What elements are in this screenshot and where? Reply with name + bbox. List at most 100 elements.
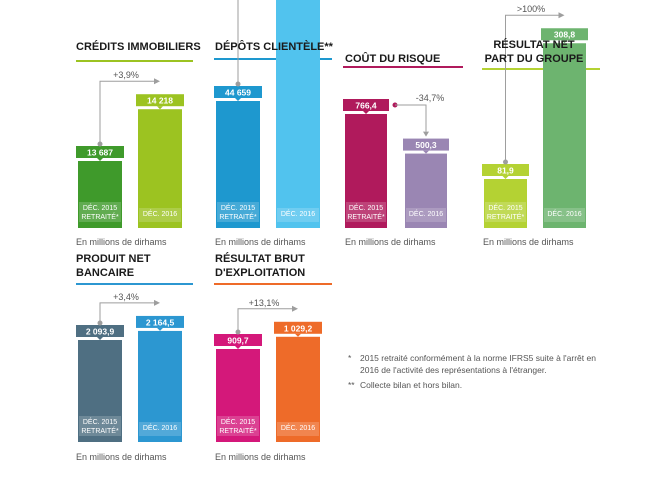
category-label-box	[485, 202, 526, 222]
connector-dot	[97, 141, 103, 147]
panel-title-resultat-net: RÉSULTAT NET PART DU GROUPE	[484, 39, 584, 65]
bar	[345, 114, 387, 228]
change-label: >100%	[517, 4, 545, 14]
tick-label: DÉC. 2016	[547, 209, 581, 218]
connector-dot	[235, 81, 241, 87]
bar	[484, 179, 527, 228]
category-label-box	[406, 208, 446, 222]
unit-label-rbe: En millions de dirhams	[215, 452, 306, 462]
value-label-box	[76, 146, 124, 158]
tick-label: DÉC. 2016	[281, 209, 315, 218]
connector-arrow	[423, 131, 429, 137]
connector-dot	[503, 159, 508, 165]
footnote-1: * 2015 retraité conformément à la norme …	[348, 352, 613, 376]
unit-label-depots: En millions de dirhams	[215, 237, 306, 247]
bar	[138, 109, 182, 228]
bar	[405, 153, 447, 228]
data-label: 14 218	[147, 96, 173, 106]
value-label-pointer	[295, 333, 301, 337]
footnotes: * 2015 retraité conformément à la norme …	[348, 352, 613, 391]
value-label-box	[214, 86, 262, 98]
value-label-box	[76, 325, 124, 337]
connector-line	[99, 80, 154, 142]
bar	[216, 101, 260, 228]
category-label-box	[277, 422, 319, 436]
panel-underline	[76, 60, 193, 62]
connector-arrow	[154, 78, 160, 85]
category-label-box	[217, 416, 259, 436]
change-label: +13,1%	[249, 298, 280, 308]
panel-title-depots: DÉPÔTS CLIENTÈLE**	[215, 41, 333, 53]
data-label: 2 093,9	[86, 327, 115, 337]
category-label-box	[346, 202, 386, 222]
panel-underline	[214, 58, 332, 60]
footnote-text: 2015 retraité conformément à la norme IF…	[360, 353, 596, 375]
tick-label: RETRAITÉ*	[487, 212, 525, 221]
tick-label: DÉC. 2016	[409, 209, 443, 218]
value-label-box	[214, 334, 262, 346]
value-label-pointer	[235, 98, 241, 101]
value-label-pointer	[97, 337, 103, 340]
value-label-pointer	[363, 111, 369, 114]
tick-label: RETRAITÉ*	[219, 212, 257, 221]
data-label: 13 687	[87, 148, 113, 158]
value-label-box	[541, 28, 588, 41]
value-label-box	[403, 138, 449, 151]
value-label-pointer	[157, 327, 163, 331]
tick-label: DÉC. 2016	[143, 423, 177, 432]
data-label: 44 659	[225, 88, 251, 98]
bar	[276, 0, 320, 229]
value-label-pointer	[157, 106, 163, 110]
connector-arrow	[558, 12, 565, 19]
value-label-pointer	[502, 176, 509, 179]
connector-line	[505, 14, 559, 160]
category-label-box	[217, 202, 259, 222]
tick-label: DÉC. 2016	[143, 209, 177, 218]
change-label: +3,9%	[113, 70, 139, 80]
bar	[138, 330, 182, 442]
data-label: 308,8	[554, 30, 576, 40]
footnote-text: Collecte bilan et hors bilan.	[360, 380, 463, 390]
category-label-box	[79, 202, 121, 222]
tick-label: DÉC. 2015	[349, 203, 383, 212]
bar	[78, 340, 122, 442]
data-label: 500,3	[415, 140, 437, 150]
bar	[276, 336, 320, 442]
data-label: 81,9	[497, 166, 514, 176]
panel-title-pnb: PRODUIT NET BANCAIRE	[76, 253, 151, 279]
category-label-box	[139, 422, 181, 436]
footnote-mark: **	[348, 380, 355, 390]
tick-label: DÉC. 2015	[221, 203, 255, 212]
bar	[543, 43, 586, 228]
connector-line	[99, 302, 154, 321]
tick-label: DÉC. 2016	[281, 423, 315, 432]
bar	[78, 161, 122, 228]
connector-line	[395, 104, 427, 132]
tick-label: RETRAITÉ*	[219, 426, 257, 435]
panel-title-cout: COÛT DU RISQUE	[345, 53, 441, 65]
panel-title-credits: CRÉDITS IMMOBILIERS	[76, 41, 201, 53]
category-label-box	[139, 208, 181, 222]
category-label-box	[277, 208, 319, 222]
tick-label: DÉC. 2015	[221, 417, 255, 426]
tick-label: DÉC. 2015	[488, 203, 522, 212]
footnote-2: ** Collecte bilan et hors bilan.	[348, 379, 613, 391]
value-label-box	[136, 94, 184, 107]
tick-label: RETRAITÉ*	[81, 426, 119, 435]
value-label-box	[136, 315, 184, 328]
tick-label: DÉC. 2015	[83, 417, 117, 426]
value-label-box	[343, 99, 389, 111]
connector-arrow	[154, 299, 160, 306]
value-label-box	[482, 164, 529, 176]
value-label-pointer	[97, 158, 103, 161]
connector-dot	[235, 329, 241, 335]
connector-arrow	[292, 305, 298, 312]
unit-label-cout: En millions de dirhams	[345, 237, 436, 247]
connector-line	[237, 308, 292, 330]
unit-label-pnb: En millions de dirhams	[76, 452, 167, 462]
panel-underline	[343, 66, 463, 68]
connector-line	[237, 0, 239, 82]
bar	[216, 349, 260, 442]
data-label: 909,7	[227, 336, 249, 346]
